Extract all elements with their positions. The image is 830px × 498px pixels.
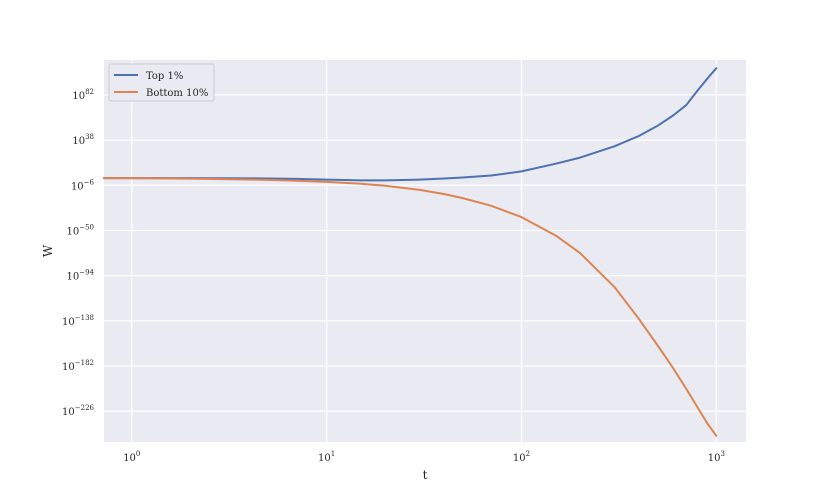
- y-tick-label: 10−6: [71, 178, 95, 192]
- x-tick-label: 100: [123, 450, 140, 464]
- legend-label-top-1: Top 1%: [146, 71, 183, 82]
- y-tick-label: 10−182: [62, 359, 94, 373]
- y-tick-label: 1082: [72, 88, 94, 102]
- grid: [104, 60, 746, 442]
- legend-label-bottom-10: Bottom 10%: [146, 88, 208, 99]
- y-axis-label: W: [41, 244, 55, 257]
- x-ticks: 100 101 102 103: [123, 450, 725, 464]
- series-line-bottom-10: [103, 177, 718, 437]
- series-lines: [103, 67, 718, 437]
- x-tick-label: 101: [318, 450, 335, 464]
- y-tick-label: 10−50: [66, 223, 94, 237]
- y-tick-label: 10−94: [66, 269, 94, 283]
- x-tick-label: 103: [708, 450, 725, 464]
- y-tick-label: 10−138: [62, 314, 94, 328]
- y-tick-label: 1038: [72, 133, 94, 147]
- y-ticks: 1082 1038 10−6 10−50 10−94 10−138 10−182 10−226: [62, 88, 95, 418]
- series-line-top-1: [103, 67, 718, 182]
- y-tick-label: 10−226: [62, 404, 95, 418]
- plot-area: [104, 60, 746, 442]
- x-axis-label: t: [423, 468, 428, 482]
- legend: Top 1% Bottom 10%: [108, 63, 215, 102]
- x-tick-label: 102: [513, 450, 530, 464]
